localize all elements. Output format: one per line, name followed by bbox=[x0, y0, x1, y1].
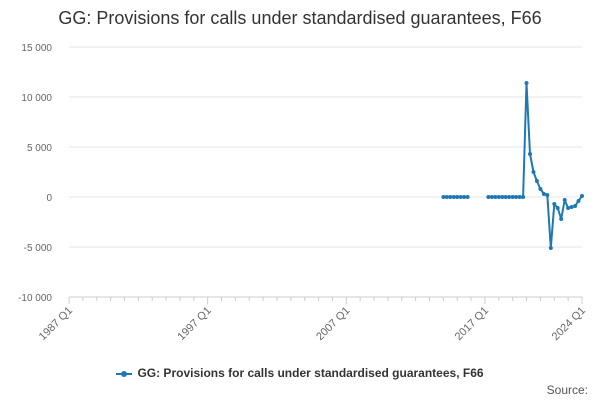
data-point bbox=[510, 195, 515, 199]
data-point bbox=[528, 152, 532, 156]
data-point bbox=[552, 202, 557, 206]
y-tick-label: 5 000 bbox=[27, 143, 52, 154]
legend-swatch bbox=[116, 370, 133, 377]
data-point bbox=[573, 204, 578, 208]
data-point bbox=[576, 199, 581, 203]
data-point bbox=[496, 195, 501, 199]
data-point bbox=[486, 195, 491, 199]
y-tick-label: -10 000 bbox=[18, 293, 52, 304]
x-tick-label: 1997 Q1 bbox=[175, 305, 213, 343]
data-point bbox=[534, 179, 539, 183]
data-point bbox=[541, 192, 546, 196]
data-point bbox=[580, 194, 584, 198]
data-point bbox=[500, 195, 505, 199]
data-point bbox=[465, 195, 470, 199]
data-point bbox=[538, 187, 543, 191]
data-point bbox=[521, 195, 526, 199]
source-label: Source: bbox=[546, 383, 588, 397]
data-point bbox=[458, 195, 463, 199]
data-point bbox=[514, 195, 519, 199]
data-point bbox=[503, 195, 508, 199]
x-tick-label: 1987 Q1 bbox=[37, 305, 75, 343]
data-point bbox=[566, 206, 571, 210]
x-tick-label: 2017 Q1 bbox=[453, 305, 491, 343]
data-point bbox=[559, 217, 564, 221]
data-point bbox=[507, 195, 512, 199]
y-tick-label: 15 000 bbox=[21, 43, 52, 54]
data-point bbox=[569, 205, 574, 209]
data-point bbox=[448, 195, 453, 199]
data-point bbox=[531, 170, 536, 174]
legend[interactable]: GG: Provisions for calls under standardi… bbox=[0, 366, 600, 380]
data-point bbox=[441, 195, 446, 199]
y-tick-label: 0 bbox=[46, 193, 52, 204]
data-point bbox=[545, 193, 550, 197]
data-point bbox=[562, 198, 567, 202]
data-point bbox=[462, 195, 467, 199]
data-point bbox=[444, 195, 449, 199]
data-point bbox=[455, 195, 460, 199]
y-tick-label: -5 000 bbox=[24, 243, 53, 254]
chart-title: GG: Provisions for calls under standardi… bbox=[58, 8, 542, 28]
y-tick-label: 10 000 bbox=[21, 93, 52, 104]
legend-label: GG: Provisions for calls under standardi… bbox=[137, 366, 484, 380]
x-tick-label: 2024 Q1 bbox=[550, 305, 588, 343]
data-point bbox=[524, 81, 529, 85]
data-point bbox=[493, 195, 498, 199]
data-point bbox=[451, 195, 456, 199]
data-point bbox=[548, 246, 553, 250]
data-point bbox=[555, 206, 560, 210]
data-point bbox=[517, 195, 522, 199]
series-line bbox=[488, 82, 583, 249]
data-point bbox=[489, 195, 494, 199]
x-tick-label: 2007 Q1 bbox=[314, 305, 352, 343]
